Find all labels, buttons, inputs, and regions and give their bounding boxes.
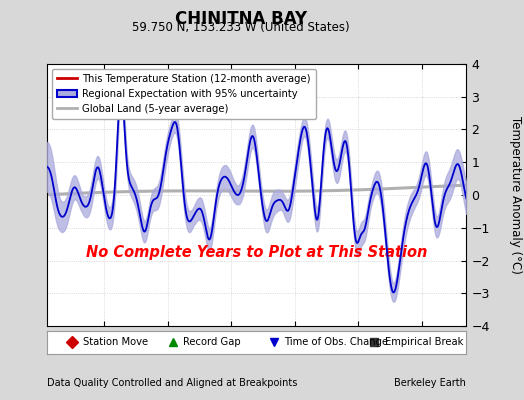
Text: Berkeley Earth: Berkeley Earth bbox=[395, 378, 466, 388]
Text: Record Gap: Record Gap bbox=[183, 338, 241, 347]
Legend: This Temperature Station (12-month average), Regional Expectation with 95% uncer: This Temperature Station (12-month avera… bbox=[52, 69, 315, 119]
Text: 59.750 N, 153.233 W (United States): 59.750 N, 153.233 W (United States) bbox=[132, 21, 350, 34]
Text: CHINITNA BAY: CHINITNA BAY bbox=[175, 10, 307, 28]
Text: Time of Obs. Change: Time of Obs. Change bbox=[284, 338, 388, 347]
Text: Empirical Break: Empirical Break bbox=[385, 338, 463, 347]
Y-axis label: Temperature Anomaly (°C): Temperature Anomaly (°C) bbox=[509, 116, 522, 274]
Text: Station Move: Station Move bbox=[83, 338, 148, 347]
Text: Data Quality Controlled and Aligned at Breakpoints: Data Quality Controlled and Aligned at B… bbox=[47, 378, 298, 388]
Text: No Complete Years to Plot at This Station: No Complete Years to Plot at This Statio… bbox=[86, 245, 428, 260]
